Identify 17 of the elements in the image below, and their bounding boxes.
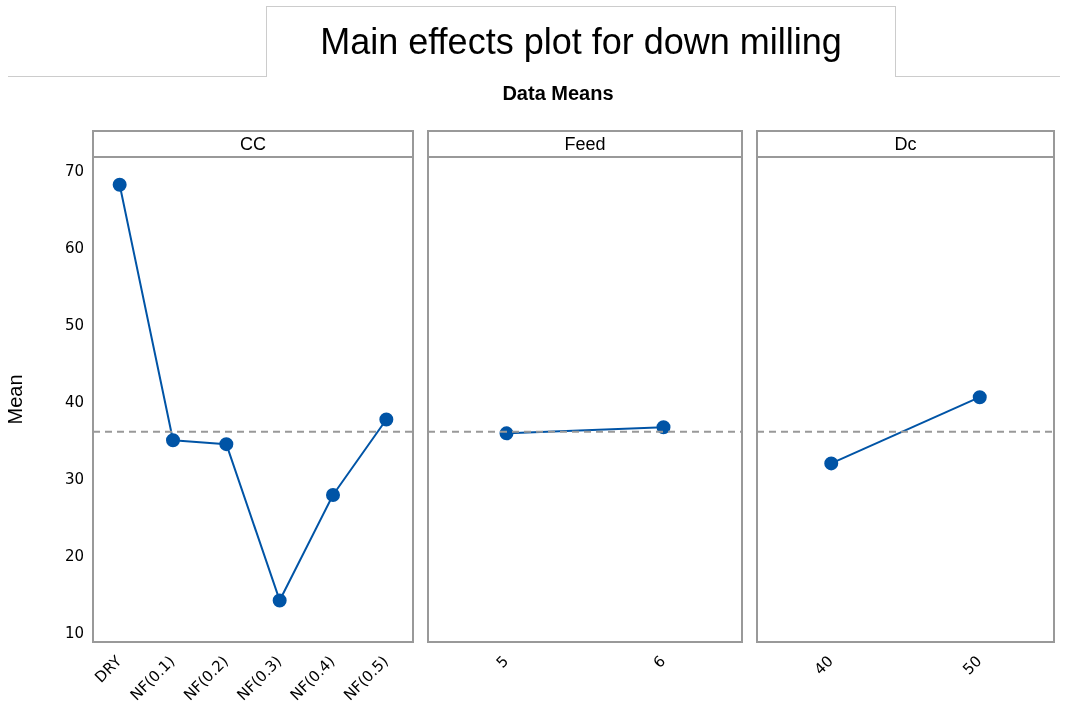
y-tick-label: 30 <box>64 470 84 489</box>
x-tick-label: 50 <box>959 652 986 679</box>
y-tick-label: 20 <box>64 547 84 566</box>
y-tick-label: 70 <box>64 162 84 181</box>
y-axis-title: Mean <box>3 374 26 425</box>
chart-title: Dc <box>894 133 917 154</box>
text: Main effects plot for down milling <box>266 6 896 77</box>
y-tick-label: 10 <box>64 624 84 643</box>
x-tick-label: 5 <box>492 652 513 672</box>
chart-title: Feed <box>564 133 606 154</box>
x-tick-label: 6 <box>649 652 670 672</box>
text: Data Means <box>501 82 615 105</box>
y-tick-label: 50 <box>64 316 84 335</box>
chart-title: CC <box>240 133 266 154</box>
y-tick-label: 40 <box>64 393 84 412</box>
y-tick-label: 60 <box>64 239 84 258</box>
x-tick-label: 40 <box>810 652 837 679</box>
